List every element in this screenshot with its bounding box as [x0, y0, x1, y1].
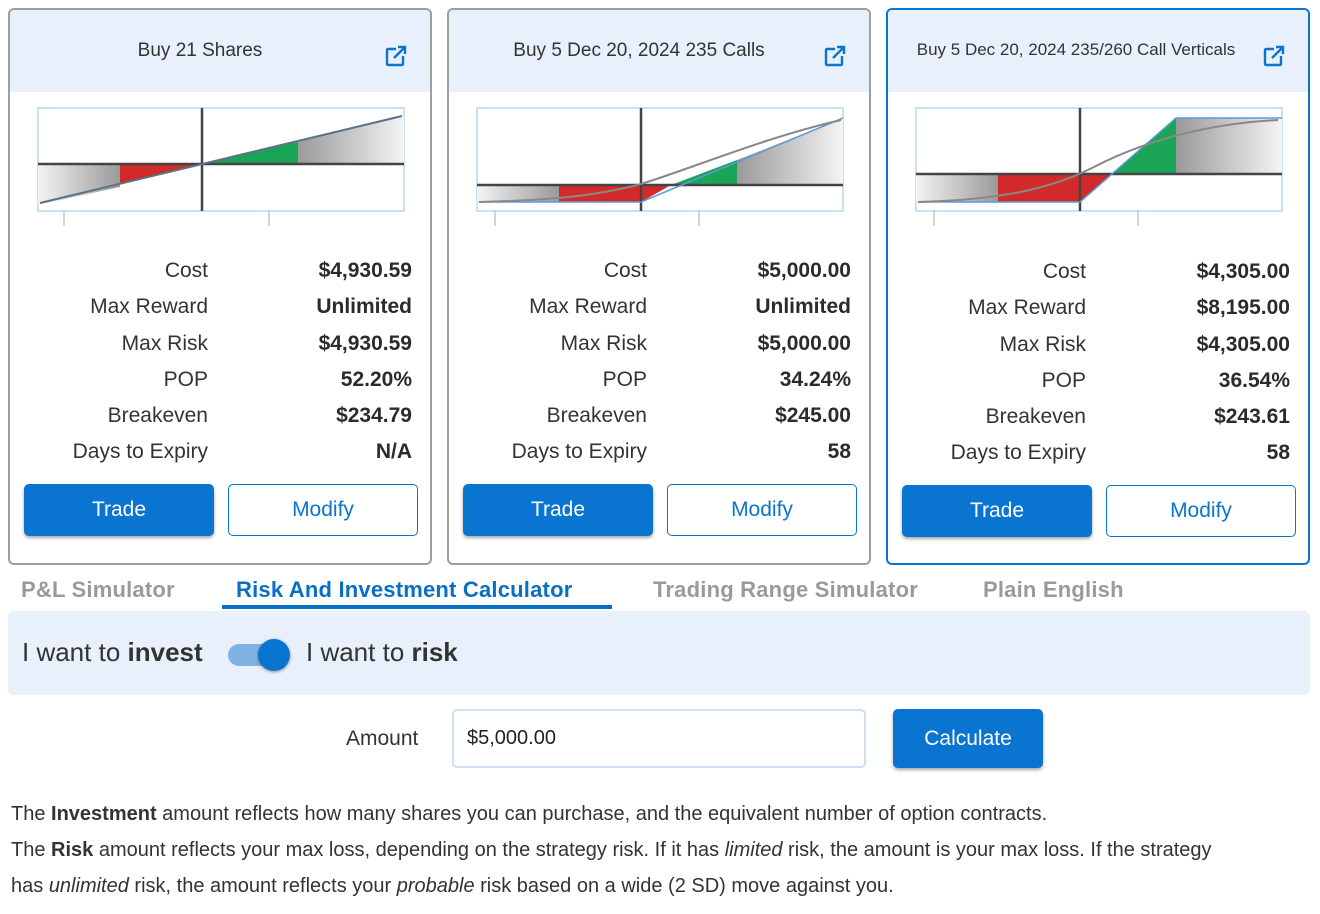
tab-plain-english[interactable]: Plain English	[983, 577, 1124, 602]
description-line-2: The Risk amount reflects your max loss, …	[11, 839, 1212, 861]
invest-option-label[interactable]: I want to invest	[22, 637, 203, 668]
stat-value: 58	[1266, 441, 1290, 465]
tab-pl-simulator[interactable]: P&L Simulator	[21, 577, 175, 602]
invest-prefix: I want to	[22, 637, 128, 667]
switch-knob[interactable]	[258, 639, 290, 671]
trade-button[interactable]: Trade	[463, 484, 653, 536]
stat-label: Cost	[1042, 260, 1086, 283]
description-line-3: has unlimited risk, the amount reflects …	[11, 875, 894, 897]
card-title: Buy 21 Shares	[137, 40, 263, 61]
risk-prefix: I want to	[306, 637, 412, 667]
stat-cost: Cost $5,000.00	[449, 253, 869, 289]
stat-breakeven: Breakeven $234.79	[10, 398, 430, 434]
stat-cost: Cost $4,930.59	[10, 253, 430, 289]
risk-bold: risk	[411, 637, 458, 667]
trade-button[interactable]: Trade	[902, 485, 1092, 537]
stat-label: Days to Expiry	[511, 440, 647, 464]
stat-value: $4,305.00	[1196, 332, 1290, 356]
stat-max-risk: Max Risk $4,930.59	[10, 326, 430, 362]
invest-risk-toggle-bar: I want to invest I want to risk	[8, 611, 1310, 695]
stat-days-to-expiry: Days to Expiry N/A	[10, 434, 430, 470]
stat-label: Days to Expiry	[72, 440, 208, 464]
stat-label: Max Reward	[90, 295, 208, 319]
stat-label: Max Reward	[968, 296, 1086, 320]
modify-button[interactable]: Modify	[667, 484, 857, 536]
description-line-1: The Investment amount reflects how many …	[11, 803, 1048, 825]
stat-label: Breakeven	[985, 405, 1086, 429]
amount-input[interactable]	[452, 709, 866, 768]
stat-cost: Cost $4,305.00	[888, 254, 1308, 290]
stat-label: Max Risk	[560, 331, 647, 355]
strategy-card-call-verticals[interactable]: Buy 5 Dec 20, 2024 235/260 Call Vertical…	[886, 8, 1310, 565]
stat-value: $4,305.00	[1196, 260, 1290, 283]
card-header: Buy 21 Shares	[10, 10, 430, 92]
calculate-button[interactable]: Calculate	[893, 709, 1043, 768]
stats-list: Cost $4,930.59 Max Reward Unlimited Max Ri…	[10, 253, 430, 471]
stat-value: $245.00	[775, 404, 851, 428]
trade-button[interactable]: Trade	[24, 484, 214, 536]
card-header: Buy 5 Dec 20, 2024 235 Calls	[449, 10, 869, 92]
payoff-chart	[915, 107, 1283, 226]
stat-label: Cost	[164, 259, 208, 282]
strategy-card-shares[interactable]: Buy 21 Shares Cost $4,930.59 Max Reward Un…	[8, 8, 432, 565]
stat-breakeven: Breakeven $243.61	[888, 399, 1308, 435]
invest-risk-switch[interactable]	[228, 639, 292, 671]
risk-option-label[interactable]: I want to risk	[306, 637, 458, 668]
stat-value: 52.20%	[340, 367, 412, 391]
stat-value: Unlimited	[316, 295, 412, 319]
external-link-icon[interactable]	[1262, 44, 1286, 68]
stat-label: Max Risk	[121, 331, 208, 355]
tab-bar: P&L Simulator Risk And Investment Calcul…	[0, 573, 1320, 613]
invest-bold: invest	[127, 637, 203, 667]
stat-value: $234.79	[336, 404, 412, 428]
modify-button[interactable]: Modify	[1106, 485, 1296, 537]
strategy-card-calls[interactable]: Buy 5 Dec 20, 2024 235 Calls Cost $5,000.…	[447, 8, 871, 565]
stat-value: 58	[827, 440, 851, 464]
stat-max-reward: Max Reward Unlimited	[10, 289, 430, 325]
stat-label: Breakeven	[107, 404, 208, 428]
payoff-chart	[37, 107, 405, 226]
stat-value: 36.54%	[1218, 368, 1290, 392]
amount-label: Amount	[346, 727, 419, 750]
card-header: Buy 5 Dec 20, 2024 235/260 Call Vertical…	[888, 10, 1308, 92]
stat-max-risk: Max Risk $5,000.00	[449, 326, 869, 362]
payoff-chart	[476, 107, 844, 226]
stat-value: Unlimited	[755, 295, 851, 319]
card-title: Buy 5 Dec 20, 2024 235 Calls	[513, 40, 765, 61]
stats-list: Cost $4,305.00 Max Reward $8,195.00 Max Ri…	[888, 254, 1308, 472]
stat-value: 34.24%	[779, 367, 851, 391]
stat-max-reward: Max Reward Unlimited	[449, 289, 869, 325]
stat-label: Days to Expiry	[950, 441, 1086, 465]
stat-label: Cost	[603, 259, 647, 282]
stat-value: $5,000.00	[757, 259, 851, 282]
stat-pop: POP 34.24%	[449, 362, 869, 398]
active-tab-indicator	[222, 605, 612, 609]
stats-list: Cost $5,000.00 Max Reward Unlimited Max Ri…	[449, 253, 869, 471]
external-link-icon[interactable]	[823, 44, 847, 68]
tab-trading-range-simulator[interactable]: Trading Range Simulator	[653, 577, 918, 602]
stat-max-risk: Max Risk $4,305.00	[888, 327, 1308, 363]
stat-days-to-expiry: Days to Expiry 58	[888, 435, 1308, 471]
stat-pop: POP 36.54%	[888, 363, 1308, 399]
stat-label: POP	[1041, 368, 1086, 392]
stat-label: POP	[602, 367, 647, 391]
stat-breakeven: Breakeven $245.00	[449, 398, 869, 434]
modify-button[interactable]: Modify	[228, 484, 418, 536]
external-link-icon[interactable]	[384, 44, 408, 68]
stat-label: Breakeven	[546, 404, 647, 428]
stat-max-reward: Max Reward $8,195.00	[888, 290, 1308, 326]
stat-value: $5,000.00	[757, 331, 851, 355]
stat-days-to-expiry: Days to Expiry 58	[449, 434, 869, 470]
stat-value: $4,930.59	[318, 259, 412, 282]
stat-label: POP	[163, 367, 208, 391]
stat-value: $4,930.59	[318, 331, 412, 355]
card-title: Buy 5 Dec 20, 2024 235/260 Call Vertical…	[916, 40, 1236, 59]
stat-value: $8,195.00	[1196, 296, 1290, 320]
stat-value: N/A	[375, 440, 412, 464]
stat-value: $243.61	[1214, 405, 1290, 429]
tab-risk-investment-calculator[interactable]: Risk And Investment Calculator	[236, 577, 573, 602]
stat-pop: POP 52.20%	[10, 362, 430, 398]
stat-label: Max Reward	[529, 295, 647, 319]
stat-label: Max Risk	[999, 332, 1086, 356]
